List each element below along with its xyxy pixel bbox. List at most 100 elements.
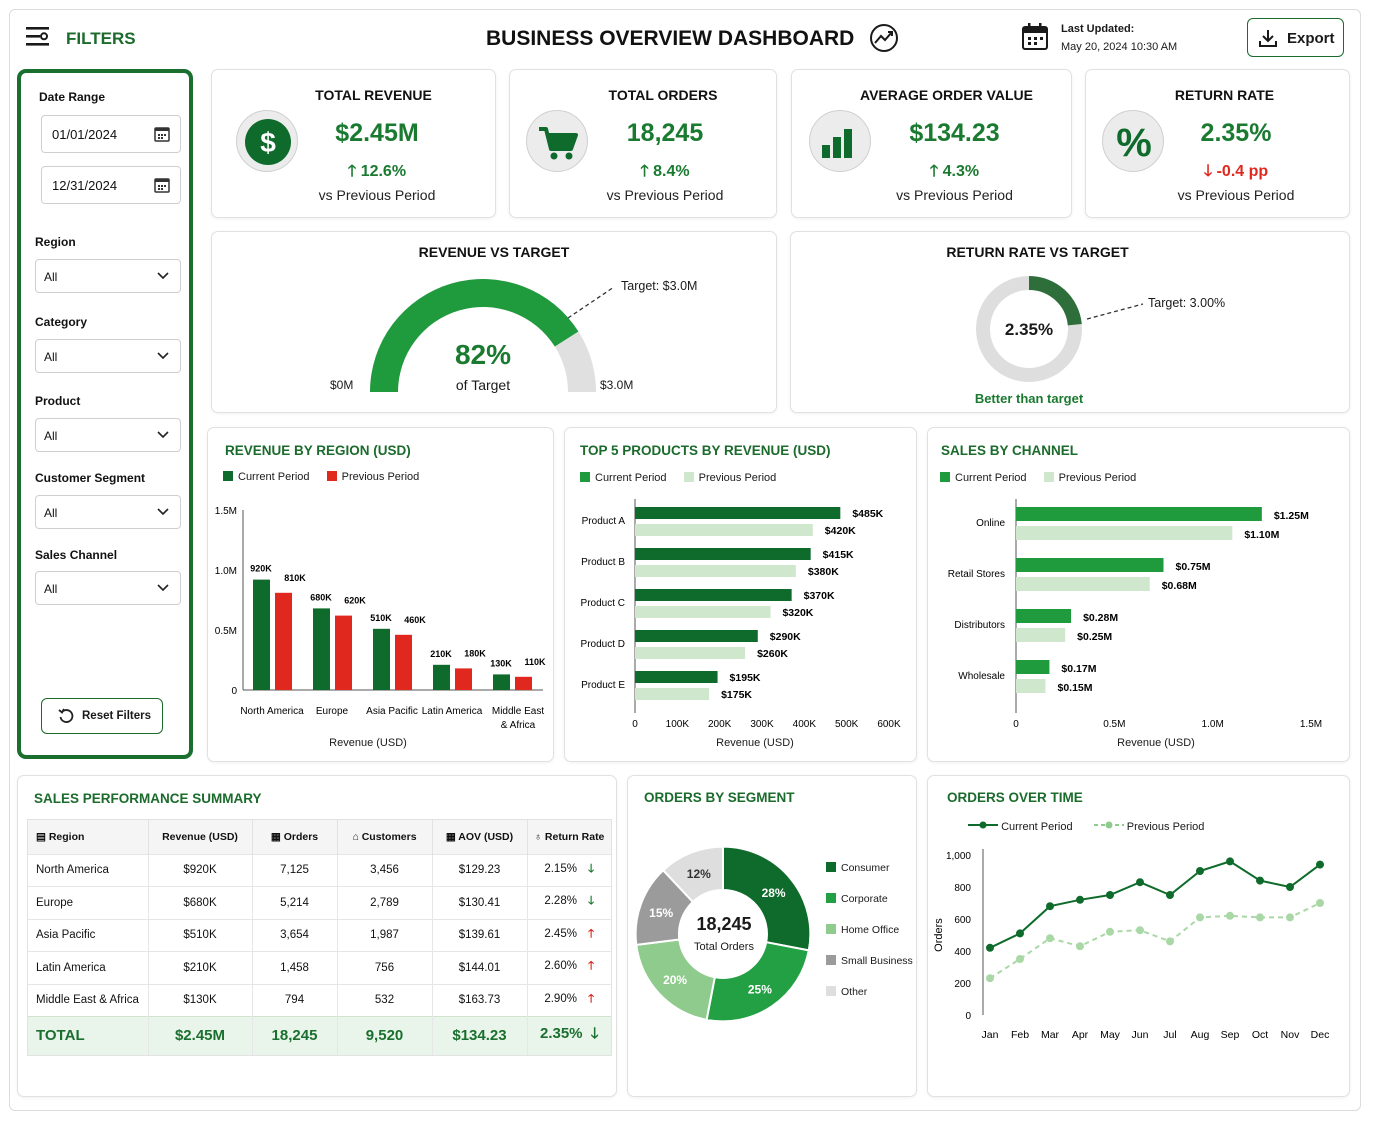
table-row[interactable]: North America $920K 7,125 3,456 $129.23 2.15%… — [28, 853, 611, 887]
channel-select-value: All — [44, 582, 58, 596]
data-point — [1316, 899, 1324, 907]
table-row[interactable]: Asia Pacific $510K 3,654 1,987 $139.61 2.45% … — [28, 918, 611, 952]
y-tick-label: 800 — [954, 883, 971, 894]
orders-by-segment-card: ORDERS BY SEGMENT 28% 25% 20% 15% 12% 18,245… — [627, 775, 917, 1097]
page-title: BUSINESS OVERVIEW DASHBOARD — [486, 27, 855, 50]
data-point — [1136, 926, 1144, 935]
col-header-revenue[interactable]: Revenue (USD) — [148, 820, 253, 854]
region-bar-chart: 0 0.5M 1.0M 1.5M 920K 810K North America 680K 62… — [215, 506, 546, 731]
chevron-down-icon — [157, 508, 169, 516]
bar-chart-icon — [809, 110, 871, 172]
products-chart-legend: Current Period Previous Period — [580, 472, 776, 484]
y-tick-label: 1,000 — [946, 851, 971, 862]
donut-slice-label: 12% — [687, 867, 711, 881]
gauge-title: REVENUE VS TARGET — [418, 244, 570, 260]
col-header-return-rate[interactable]: ♁ Return Rate — [527, 820, 611, 854]
bar-value-label: $420K — [825, 525, 856, 537]
region-select[interactable]: All — [35, 259, 181, 293]
start-date-input[interactable]: 01/01/2024 — [41, 115, 181, 153]
bar-value-label: 110K — [524, 657, 546, 667]
end-date-value: 12/31/2024 — [52, 178, 118, 193]
kpi-value: $2.45M — [335, 119, 419, 147]
bar-previous — [1016, 577, 1150, 591]
col-header-aov[interactable]: ▦ AOV (USD) — [432, 820, 528, 854]
arrow-up-icon: 🡑 — [588, 927, 595, 940]
gauge-target-label: Target: $3.0M — [621, 279, 698, 293]
category-filter-label: Category — [35, 315, 88, 329]
series-line-previous — [989, 902, 1321, 980]
x-tick-label: Asia Pacific — [366, 706, 418, 717]
category-select[interactable]: All — [35, 339, 181, 373]
legend-swatch-previous — [683, 472, 694, 482]
channel-x-axis-label: Revenue (USD) — [1117, 737, 1195, 749]
arrow-up-icon: 🡑 — [640, 163, 654, 180]
return-donut — [976, 276, 1144, 382]
calendar-icon[interactable] — [154, 176, 170, 193]
arrow-up-icon: 🡑 — [588, 992, 595, 1005]
bar-previous — [455, 668, 472, 690]
segment-select[interactable]: All — [35, 495, 181, 529]
kpi-change: 🡑 12.6% — [312, 160, 442, 187]
sales-by-channel-card: SALES BY CHANNEL Current Period Previous… — [927, 427, 1350, 762]
return-rate-arc — [1028, 276, 1082, 326]
kpi-subtitle: vs Previous Period — [1177, 187, 1295, 203]
chevron-down-icon — [157, 272, 169, 280]
bar-previous — [275, 592, 292, 690]
kpi-title: TOTAL ORDERS — [608, 87, 718, 103]
arrow-down-icon: 🡓 — [1203, 163, 1217, 180]
bar-previous — [635, 565, 796, 577]
reset-filters-button[interactable]: Reset Filters — [41, 698, 163, 734]
gauge-fill — [370, 279, 579, 392]
channel-select[interactable]: All — [35, 571, 181, 605]
kpi-change-value: 8.4% — [653, 163, 690, 180]
segment-select-value: All — [44, 506, 58, 520]
y-tick-label: 0 — [965, 1011, 971, 1022]
return-donut-value: 2.35% — [1004, 320, 1054, 339]
data-point — [1286, 883, 1294, 891]
bar-value-label: $0.68M — [1162, 580, 1197, 592]
table-row[interactable]: Latin America $210K 1,458 756 $144.01 2.60% 🡑 — [28, 951, 611, 984]
filters-toggle[interactable]: FILTERS — [25, 24, 145, 54]
svg-text:%: % — [1116, 121, 1152, 165]
legend-line-previous — [1093, 821, 1124, 829]
x-tick-label: 300K — [750, 719, 774, 730]
data-point — [1226, 911, 1234, 920]
col-header-orders[interactable]: ▦ Orders — [252, 820, 338, 854]
col-header-region[interactable]: ▤ Region — [28, 820, 149, 854]
calendar-icon[interactable] — [154, 125, 170, 142]
x-tick-label: Latin America — [422, 706, 483, 717]
x-tick-label: 600K — [877, 719, 901, 730]
data-point — [1166, 891, 1174, 899]
kpi-change: 🡓 -0.4 pp — [1171, 160, 1301, 187]
x-tick-label: Middle East — [492, 706, 544, 717]
segment-donut-chart: 28% 25% 20% 15% 12% — [634, 845, 812, 1023]
kpi-title: RETURN RATE — [1174, 87, 1275, 103]
legend-label-previous: Previous Period — [698, 472, 777, 484]
donut-slice-label: 15% — [649, 906, 673, 920]
col-header-customers[interactable]: ⌂ Customers — [337, 820, 433, 854]
table-row[interactable]: Middle East & Africa $130K 794 532 $163.73 2.… — [28, 983, 611, 1017]
bar-previous — [635, 647, 746, 659]
reset-filters-label: Reset Filters — [82, 710, 152, 722]
kpi-subtitle: vs Previous Period — [318, 187, 436, 203]
x-tick-label: Mar — [1041, 1029, 1060, 1041]
x-tick-label: & Africa — [501, 720, 536, 731]
data-point — [1076, 895, 1084, 904]
product-select-value: All — [44, 429, 58, 443]
bar-current — [635, 589, 792, 601]
export-button[interactable]: Export — [1247, 18, 1344, 57]
donut-slice-corporate — [705, 941, 810, 1023]
bar-current — [1016, 609, 1072, 623]
product-select[interactable]: All — [35, 418, 181, 452]
end-date-input[interactable]: 12/31/2024 — [41, 166, 181, 204]
y-tick-label: Product D — [581, 639, 625, 650]
orders-time-title: ORDERS OVER TIME — [947, 790, 1083, 805]
bar-value-label: 620K — [344, 596, 366, 606]
table-row[interactable]: Europe $680K 5,214 2,789 $130.41 2.28% 🡓 — [28, 886, 611, 919]
y-tick-label: Retail Stores — [948, 569, 1005, 580]
region-filter-label: Region — [35, 235, 76, 249]
y-tick-label: 1.5M — [215, 506, 237, 517]
legend-label-previous: Previous Period — [1126, 821, 1205, 833]
channel-filter-label: Sales Channel — [35, 548, 118, 562]
aov-col-icon: ▦ — [445, 830, 459, 843]
